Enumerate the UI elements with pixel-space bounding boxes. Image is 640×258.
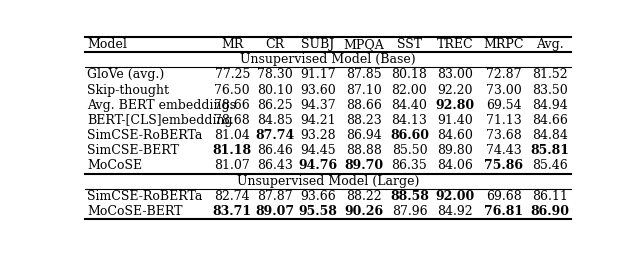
Text: 84.40: 84.40 [392,99,428,112]
Text: 81.04: 81.04 [214,129,250,142]
Text: MoCoSE-BERT: MoCoSE-BERT [88,205,183,218]
Text: 88.58: 88.58 [390,190,429,203]
Text: 89.07: 89.07 [255,205,294,218]
Text: 86.46: 86.46 [257,144,293,157]
Text: 85.50: 85.50 [392,144,428,157]
Text: 84.60: 84.60 [437,129,473,142]
Text: 89.70: 89.70 [344,159,383,172]
Text: 94.76: 94.76 [298,159,337,172]
Text: 85.46: 85.46 [532,159,568,172]
Text: 76.81: 76.81 [484,205,524,218]
Text: 94.37: 94.37 [300,99,336,112]
Text: 84.06: 84.06 [437,159,473,172]
Text: SimCSE-BERT: SimCSE-BERT [88,144,179,157]
Text: MoCoSE: MoCoSE [88,159,143,172]
Text: 73.00: 73.00 [486,84,522,96]
Text: 89.80: 89.80 [437,144,473,157]
Text: CR: CR [266,38,285,51]
Text: 78.30: 78.30 [257,68,293,81]
Text: 91.17: 91.17 [300,68,336,81]
Text: 87.87: 87.87 [257,190,293,203]
Text: 80.10: 80.10 [257,84,293,96]
Text: Model: Model [88,38,127,51]
Text: 86.35: 86.35 [392,159,428,172]
Text: GloVe (avg.): GloVe (avg.) [88,68,164,81]
Text: 81.07: 81.07 [214,159,250,172]
Text: 88.88: 88.88 [346,144,381,157]
Text: 69.54: 69.54 [486,99,522,112]
Text: 88.23: 88.23 [346,114,381,127]
Text: 85.81: 85.81 [530,144,569,157]
Text: 83.50: 83.50 [532,84,568,96]
Text: 84.84: 84.84 [532,129,568,142]
Text: 83.00: 83.00 [437,68,473,81]
Text: Unsupervised Model (Base): Unsupervised Model (Base) [240,53,416,66]
Text: 80.18: 80.18 [392,68,428,81]
Text: 93.60: 93.60 [300,84,336,96]
Text: 72.87: 72.87 [486,68,522,81]
Text: 84.13: 84.13 [392,114,428,127]
Text: 87.10: 87.10 [346,84,381,96]
Text: 77.25: 77.25 [214,68,250,81]
Text: 92.20: 92.20 [438,84,473,96]
Text: Avg.: Avg. [536,38,563,51]
Text: 84.92: 84.92 [437,205,473,218]
Text: 90.26: 90.26 [344,205,383,218]
Text: SimCSE-RoBERTa: SimCSE-RoBERTa [88,129,203,142]
Text: BERT-[CLS]embedding: BERT-[CLS]embedding [88,114,233,127]
Text: MPQA: MPQA [344,38,384,51]
Text: 82.00: 82.00 [392,84,428,96]
Text: 84.85: 84.85 [257,114,293,127]
Text: 87.74: 87.74 [255,129,295,142]
Text: SUBJ: SUBJ [301,38,335,51]
Text: 73.68: 73.68 [486,129,522,142]
Text: 86.11: 86.11 [532,190,568,203]
Text: 86.43: 86.43 [257,159,293,172]
Text: SimCSE-RoBERTa: SimCSE-RoBERTa [88,190,203,203]
Text: SST: SST [397,38,422,51]
Text: 92.00: 92.00 [436,190,475,203]
Text: Avg. BERT embeddings: Avg. BERT embeddings [88,99,236,112]
Text: Skip-thought: Skip-thought [88,84,170,96]
Text: MR: MR [221,38,243,51]
Text: 93.66: 93.66 [300,190,336,203]
Text: MRPC: MRPC [484,38,524,51]
Text: 91.40: 91.40 [437,114,473,127]
Text: 76.50: 76.50 [214,84,250,96]
Text: 81.18: 81.18 [212,144,252,157]
Text: 71.13: 71.13 [486,114,522,127]
Text: 86.90: 86.90 [530,205,569,218]
Text: 86.60: 86.60 [390,129,429,142]
Text: 87.96: 87.96 [392,205,428,218]
Text: 93.28: 93.28 [300,129,336,142]
Text: 82.74: 82.74 [214,190,250,203]
Text: 94.21: 94.21 [300,114,336,127]
Text: Unsupervised Model (Large): Unsupervised Model (Large) [237,175,419,188]
Text: 69.68: 69.68 [486,190,522,203]
Text: 74.43: 74.43 [486,144,522,157]
Text: 87.85: 87.85 [346,68,381,81]
Text: 84.94: 84.94 [532,99,568,112]
Text: 81.52: 81.52 [532,68,568,81]
Text: TREC: TREC [437,38,474,51]
Text: 78.66: 78.66 [214,99,250,112]
Text: 88.22: 88.22 [346,190,381,203]
Text: 75.86: 75.86 [484,159,524,172]
Text: 83.71: 83.71 [212,205,252,218]
Text: 92.80: 92.80 [436,99,475,112]
Text: 94.45: 94.45 [300,144,336,157]
Text: 84.66: 84.66 [532,114,568,127]
Text: 86.25: 86.25 [257,99,293,112]
Text: 88.66: 88.66 [346,99,381,112]
Text: 86.94: 86.94 [346,129,381,142]
Text: 95.58: 95.58 [298,205,337,218]
Text: 78.68: 78.68 [214,114,250,127]
